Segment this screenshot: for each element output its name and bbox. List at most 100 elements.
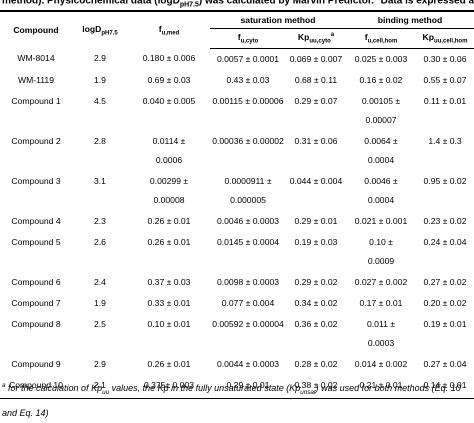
table-cell: 0.37 ± 0.03 bbox=[147, 276, 191, 287]
table-cell: 0.29 ± 0.01 bbox=[294, 215, 338, 226]
table-cell: Compound 6 bbox=[11, 276, 61, 287]
table-cell: 1.9 bbox=[94, 74, 106, 85]
text-part: for the calculation of Kp bbox=[5, 383, 103, 393]
text-part: method). Physicochemical data (logD bbox=[2, 0, 180, 7]
table-cell: 0.00299 ± 0.00008 bbox=[149, 175, 189, 205]
table-cell: 0.375± 0.003 bbox=[128, 374, 210, 399]
table-cell: 0.26 ± 0.01 bbox=[147, 358, 191, 369]
table-cell: 0.30 ± 0.06 bbox=[423, 53, 467, 64]
table-cell: 0.00592 ± 0.00004 bbox=[212, 318, 284, 329]
table-cell: 0.069 ± 0.007 bbox=[289, 53, 343, 64]
table-cell: Compound 9 bbox=[11, 358, 61, 369]
table-cell: 0.19 ± 0.01 bbox=[423, 318, 467, 329]
table-cell: 1.4 ± 0.3 bbox=[428, 135, 462, 146]
header-text: f bbox=[237, 32, 241, 42]
table-cell: 0.025 ± 0.003 bbox=[354, 53, 408, 64]
table-cell: 0.95 ± 0.02 bbox=[423, 175, 467, 186]
table-row: WM-1119 1.9 0.69 ± 0.03 0.43 ± 0.03 0.68 ± 0… bbox=[0, 70, 474, 91]
table-cell: 0.34 ± 0.02 bbox=[294, 297, 338, 308]
header-sub: u,med bbox=[161, 30, 180, 37]
text-part: ) was calculated by Marvin Predictor. bbox=[198, 0, 377, 7]
table-cell: 2.9 bbox=[94, 53, 106, 64]
table-cell: 0.29 ± 0.07 bbox=[294, 95, 338, 106]
table-cell: 0.43 ± 0.03 bbox=[226, 74, 270, 85]
table-cell: 0.044 ± 0.004 bbox=[289, 175, 343, 186]
table-cell: 2.3 bbox=[94, 215, 106, 226]
table-cell: 0.027 ± 0.002 bbox=[354, 276, 408, 287]
table-cell: 0.00036 ± 0.00002 bbox=[212, 135, 284, 146]
table-cell: 0.021 ± 0.001 bbox=[354, 215, 408, 226]
table-row: Compound 10 2.1 0.375± 0.003 0.29 ± 0.01 0.3… bbox=[0, 374, 474, 399]
footnote: a for the calculation of Kpuu values, th… bbox=[2, 376, 470, 423]
table-cell: 0.10 ± 0.01 bbox=[147, 318, 191, 329]
header-text: logD bbox=[82, 23, 102, 34]
table-cell: 0.29 ± 0.01 bbox=[210, 374, 286, 399]
table-cell: WM-8014 bbox=[17, 53, 55, 64]
header-cell: fu,cyto bbox=[210, 28, 286, 49]
table-row: Compound 3 3.1 0.00299 ± 0.00008 0.0000911 … bbox=[0, 171, 474, 211]
table-cell: 2.4 bbox=[94, 276, 106, 287]
table-cell: 0.17 ± 0.01 bbox=[359, 297, 403, 308]
header-text: Kp bbox=[422, 32, 435, 42]
header-sub: u,cell,hom bbox=[367, 38, 398, 45]
table-cell: 0.0114 ± 0.0006 bbox=[152, 135, 186, 165]
table-row: Compound 7 1.9 0.33 ± 0.01 0.077 ± 0.004 0.3… bbox=[0, 293, 474, 314]
text-part: a bbox=[377, 0, 381, 1]
table-cell: Compound 5 bbox=[11, 236, 61, 247]
table-cell: 0.0044 ± 0.0003 bbox=[216, 358, 280, 369]
table-cell: 0.0145 ± 0.0004 bbox=[216, 236, 280, 247]
text-part: values, the Kp in the fully unsaturated … bbox=[109, 383, 301, 393]
table-cell: 0.10 ± 0.0009 bbox=[367, 236, 395, 266]
text-part: Data is expressed as mean ± SD. bbox=[380, 0, 474, 7]
table-cell: 0.33 ± 0.01 bbox=[147, 297, 191, 308]
table-row: Compound 5 2.6 0.26 ± 0.01 0.0145 ± 0.0004 0… bbox=[0, 232, 474, 272]
table-cell: 0.16 ± 0.02 bbox=[359, 74, 403, 85]
table-row: WM-8014 2.9 0.180 ± 0.006 0.0057 ± 0.0001 0.… bbox=[0, 48, 474, 70]
table-cell: WM-1119 bbox=[18, 74, 54, 85]
table-cell: 0.040 ± 0.005 bbox=[142, 95, 196, 106]
table-cell: 1.9 bbox=[94, 297, 106, 308]
table-cell: 0.26 ± 0.01 bbox=[147, 215, 191, 226]
table-cell: 0.077 ± 0.004 bbox=[221, 297, 275, 308]
caption: method). Physicochemical data (logDpH7.5… bbox=[2, 0, 474, 8]
table-cell: 2.6 bbox=[94, 236, 106, 247]
table-cell: Compound 10 bbox=[0, 374, 72, 399]
table-cell: 0.011 ± 0.0003 bbox=[367, 318, 395, 348]
table-cell: 0.00105 ± 0.00007 bbox=[361, 95, 401, 125]
header-row: Compound logDpH7.5 fu,med saturation method… bbox=[0, 9, 474, 49]
table-cell: 0.36 ± 0.02 bbox=[294, 318, 338, 329]
header-sub: pH7.5 bbox=[101, 30, 118, 37]
table-row: Compound 9 2.9 0.26 ± 0.01 0.0044 ± 0.0003 0… bbox=[0, 354, 474, 375]
text-part: uu bbox=[102, 388, 110, 396]
text-part: a bbox=[2, 382, 6, 389]
table-cell: 3.1 bbox=[94, 175, 106, 186]
group-header: binding method bbox=[346, 10, 474, 29]
table-cell: 0.0057 ± 0.0001 bbox=[216, 53, 280, 64]
table-cell: 0.38 ± 0.02 bbox=[286, 374, 346, 399]
table-cell: 0.0064 ± 0.0004 bbox=[364, 135, 398, 165]
header-sub: u,cyto bbox=[240, 38, 259, 45]
header-sub: uu,cyto bbox=[309, 38, 331, 45]
table-cell: 0.69 ± 0.03 bbox=[147, 74, 191, 85]
table-cell: 0.26 ± 0.01 bbox=[147, 236, 191, 247]
table-cell: 0.0046 ± 0.0003 bbox=[216, 215, 280, 226]
table-row: Compound 2 2.8 0.0114 ± 0.0006 0.00036 ± 0.… bbox=[0, 131, 474, 171]
table-row: Compound 8 2.5 0.10 ± 0.01 0.00592 ± 0.0000… bbox=[0, 314, 474, 354]
data-table: Compound logDpH7.5 fu,med saturation method… bbox=[0, 9, 474, 399]
table-cell: 0.21 ± 0.01 bbox=[346, 374, 416, 399]
table-row: Compound 6 2.4 0.37 ± 0.03 0.0098 ± 0.0003 0… bbox=[0, 272, 474, 293]
header-cell: Compound bbox=[0, 9, 72, 49]
header-cell: logDpH7.5 bbox=[72, 9, 128, 49]
header-row: fu,cyto Kpuu,cytoa fu,cell,hom Kpuu,cell,ho… bbox=[0, 28, 474, 49]
table-row: Compound 1 4.5 0.040 ± 0.005 0.00115 ± 0.00… bbox=[0, 91, 474, 131]
table-cell: 0.27 ± 0.04 bbox=[423, 358, 467, 369]
table-cell: 2.1 bbox=[72, 374, 128, 399]
table-cell: 0.14 ± 0.01 bbox=[416, 374, 474, 399]
header-cell: fu,cell,hom bbox=[346, 28, 416, 49]
table-cell: 0.19 ± 0.03 bbox=[294, 236, 338, 247]
table-cell: 0.23 ± 0.02 bbox=[423, 215, 467, 226]
group-header: saturation method bbox=[210, 10, 346, 29]
table-cell: 2.5 bbox=[94, 318, 106, 329]
table-cell: Compound 3 bbox=[11, 175, 61, 186]
